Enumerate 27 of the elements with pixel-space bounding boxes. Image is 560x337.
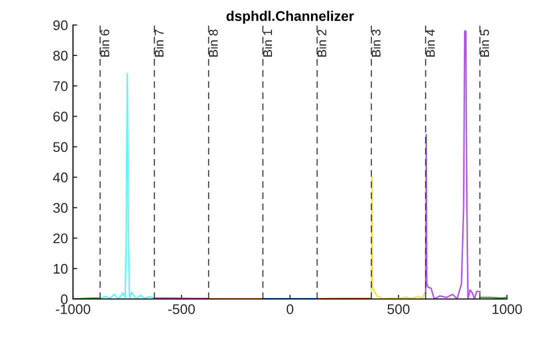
ref-line-label: Bin 2 xyxy=(317,30,326,57)
line-series xyxy=(424,30,481,299)
y-tick-label: 90 xyxy=(53,20,68,30)
line-series xyxy=(370,176,426,299)
x-tick-label: 0 xyxy=(286,304,294,314)
y-tick-label: 70 xyxy=(53,81,68,92)
y-tick-label: 60 xyxy=(53,112,68,122)
ref-line-label: Bin 3 xyxy=(371,30,381,57)
x-tick-label: 1000 xyxy=(492,304,522,314)
x-tick-label: -500 xyxy=(168,304,195,314)
ref-line-label: Bin 4 xyxy=(426,29,435,57)
ref-line-label: Bin 6 xyxy=(100,30,110,57)
y-tick-label: 10 xyxy=(54,264,68,274)
y-tick-label: 20 xyxy=(53,233,68,244)
y-tick-label: 50 xyxy=(53,142,68,152)
x-tick-label: -1000 xyxy=(56,304,90,314)
y-tick-label: 40 xyxy=(53,172,68,182)
ref-line-label: Bin 5 xyxy=(480,30,490,57)
x-tick-label: 500 xyxy=(387,304,410,314)
y-tick-label: 80 xyxy=(53,50,68,61)
ref-line-label: Bin 8 xyxy=(208,30,218,57)
y-tick-label: 30 xyxy=(53,203,68,213)
line-series xyxy=(99,73,156,299)
chart-title: dsphdl.Channelizer xyxy=(226,10,354,24)
ref-line-label: Bin 7 xyxy=(154,30,164,57)
ref-line-label: Bin 1 xyxy=(262,30,272,57)
y-tick-label: 0 xyxy=(60,294,68,304)
